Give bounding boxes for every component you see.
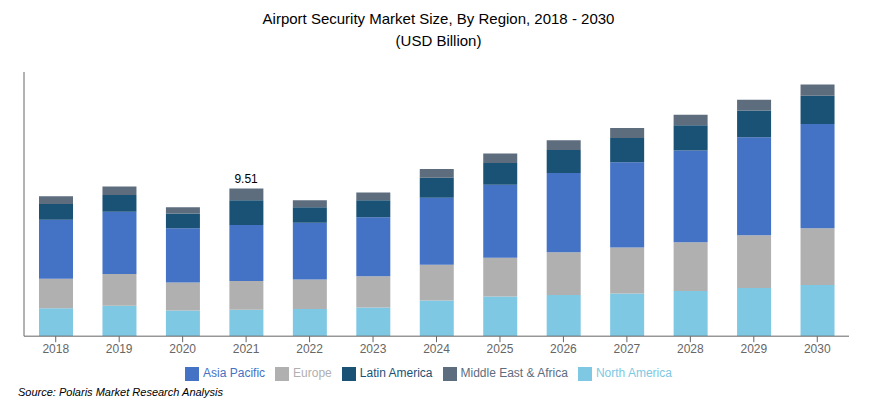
html-text:Airport Security Market Size,: Airport Security Market Size, By Region,… <box>262 10 615 27</box>
html-text:(USD Billion): (USD Billion) <box>395 32 482 49</box>
svg-text:2022: 2022 <box>296 342 323 356</box>
svg-text:2020: 2020 <box>169 342 196 356</box>
svg-text:2023: 2023 <box>360 342 387 356</box>
html-text:Middle East & Africa: Middle East & Africa <box>460 366 568 381</box>
svg-text:2030: 2030 <box>804 342 831 356</box>
html-text:Europe: Europe <box>293 366 332 381</box>
svg-text:2026: 2026 <box>550 342 577 356</box>
html-text:North America: North America <box>595 366 672 381</box>
html-text:Source: Polaris Market Researc: Source: Polaris Market Research Analysis <box>18 386 223 398</box>
svg-text:2024: 2024 <box>423 342 450 356</box>
svg-text:2025: 2025 <box>487 342 514 356</box>
html-text:Latin America: Latin America <box>359 366 433 381</box>
svg-text:9.51: 9.51 <box>234 172 258 186</box>
svg-text:2027: 2027 <box>614 342 641 356</box>
svg-text:2029: 2029 <box>740 342 767 356</box>
html-text:Asia Pacific: Asia Pacific <box>203 366 266 381</box>
svg-text:2028: 2028 <box>677 342 704 356</box>
svg-text:2019: 2019 <box>106 342 133 356</box>
svg-text:2021: 2021 <box>233 342 260 356</box>
svg-text:2018: 2018 <box>42 342 69 356</box>
